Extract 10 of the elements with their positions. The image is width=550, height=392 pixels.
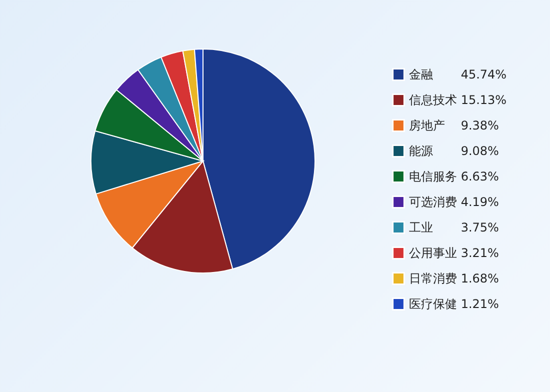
legend-label: 可选消费 4.19%	[409, 195, 499, 209]
legend-label: 房地产 9.38%	[409, 118, 499, 132]
legend-label: 公用事业 3.21%	[409, 246, 499, 260]
legend-label: 工业 3.75%	[409, 220, 499, 234]
legend-label: 能源 9.08%	[409, 144, 499, 158]
legend-label: 医疗保健 1.21%	[409, 297, 499, 311]
legend-label: 日常消费 1.68%	[409, 272, 499, 286]
legend-label: 电信服务 6.63%	[409, 170, 499, 184]
legend-label: 金融 45.74%	[409, 68, 507, 82]
legend-label: 信息技术 15.13%	[409, 93, 507, 107]
